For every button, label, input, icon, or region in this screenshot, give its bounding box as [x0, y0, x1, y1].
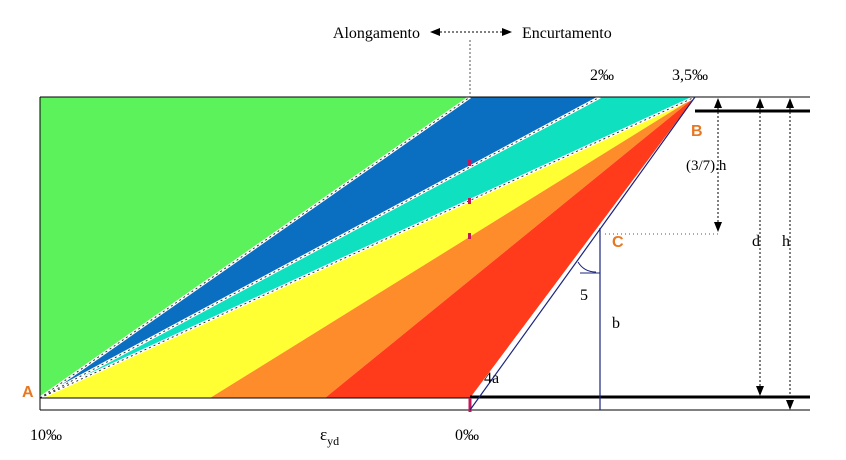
label-encurtamento: Encurtamento	[522, 25, 612, 42]
point-b-label: B	[691, 123, 703, 140]
label-zero-permil: 0‰	[455, 427, 479, 444]
label-four-a: 4a	[484, 370, 499, 387]
epsilon-symbol: ε	[320, 425, 327, 444]
epsilon-subscript: yd	[327, 434, 339, 448]
arrow-right-head	[502, 28, 512, 36]
label-b: b	[612, 315, 620, 332]
pivot-line-b	[469, 96, 696, 411]
label-three-sevenths-h: (3/7).h	[686, 158, 727, 174]
dim-h-top-arrow	[786, 98, 794, 108]
arrow-left-head	[430, 28, 440, 36]
point-a-label: A	[22, 384, 34, 401]
label-alongamento: Alongamento	[333, 25, 420, 42]
strain-markers	[468, 160, 471, 239]
label-ten-permil: 10‰	[30, 427, 62, 444]
angle-arc	[577, 261, 597, 273]
label-five: 5	[580, 287, 588, 304]
point-c-label: C	[612, 234, 624, 251]
domain-6-region	[325, 97, 695, 398]
dim-h-bottom-arrow	[786, 400, 794, 410]
label-three-five-permil: 3,5‰	[672, 67, 708, 84]
label-d: d	[752, 233, 760, 250]
label-epsilon-yd: εyd	[320, 425, 339, 448]
label-h: h	[782, 233, 790, 250]
domain-boundaries-dotted	[39, 96, 696, 399]
domain-5-region	[210, 97, 695, 398]
dim-three-sevenths-bottom-arrow	[714, 222, 722, 232]
dim-d-bottom-arrow	[756, 386, 764, 396]
dim-d-top-arrow	[756, 98, 764, 108]
dim-three-sevenths-top-arrow	[714, 98, 722, 108]
label-two-permil: 2‰	[590, 67, 614, 84]
